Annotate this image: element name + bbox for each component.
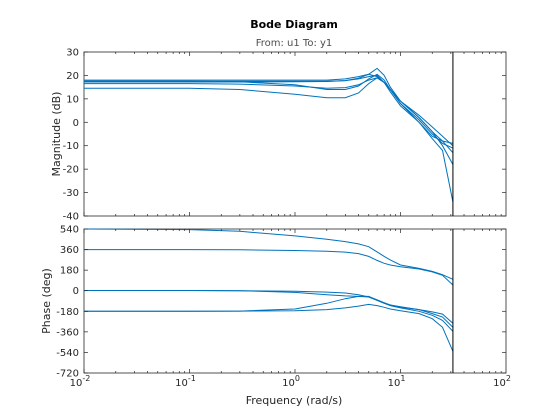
x-tick-exponent: -2 (82, 374, 90, 383)
magnitude-series-line (84, 77, 454, 144)
x-tick-label: 10-1 (175, 374, 196, 389)
phase-panel: -720 -540 -360 -180 0 180 360 540 Phase (deg) (40, 225, 507, 380)
phase-series-line (84, 303, 454, 352)
phase-axes-frame (83, 228, 507, 374)
magnitude-y-label: Magnitude (dB) (50, 92, 63, 177)
phase-curves (83, 228, 454, 352)
phase-y-tick-label: 0 (73, 286, 79, 297)
phase-series-line (84, 295, 454, 332)
magnitude-series-line (84, 73, 454, 202)
phase-y-ticks: -720 -540 -360 -180 0 180 360 540 (56, 225, 506, 380)
magnitude-y-tick-label: -40 (63, 212, 79, 223)
magnitude-axes-frame (83, 51, 507, 217)
x-tick-label: 102 (493, 374, 511, 389)
magnitude-y-tick-label: 20 (66, 71, 79, 82)
phase-y-tick-label: -720 (56, 369, 79, 380)
x-tick-label: 100 (282, 374, 300, 389)
magnitude-series-line (84, 73, 454, 165)
magnitude-y-tick-label: -10 (63, 141, 79, 152)
magnitude-y-tick-label: 0 (73, 118, 79, 129)
chart-title: Bode Diagram (250, 18, 338, 31)
phase-series-line (84, 249, 454, 286)
phase-y-tick-label: 540 (60, 225, 79, 236)
magnitude-curves (84, 67, 454, 202)
phase-y-label: Phase (deg) (40, 268, 53, 334)
chart-subtitle: From: u1 To: y1 (256, 38, 333, 49)
magnitude-y-tick-label: 10 (66, 94, 79, 105)
magnitude-x-ticks (83, 52, 502, 216)
magnitude-series-line (84, 67, 454, 147)
phase-y-tick-label: 180 (60, 266, 79, 277)
x-axis-label: Frequency (rad/s) (246, 394, 343, 407)
x-tick-exponent: 1 (400, 374, 405, 383)
phase-y-tick-label: 360 (60, 245, 79, 256)
x-tick-labels: 10-2 10-1 100 101 102 (70, 374, 511, 389)
magnitude-y-tick-label: -20 (63, 165, 79, 176)
magnitude-y-ticks: -40 -30 -20 -10 0 10 20 30 (63, 48, 506, 223)
magnitude-y-tick-label: -30 (63, 188, 79, 199)
x-tick-label: 10-2 (70, 374, 91, 389)
phase-x-ticks (83, 229, 502, 373)
phase-y-tick-label: -540 (56, 348, 79, 359)
phase-y-tick-label: -360 (56, 327, 79, 338)
phase-series-line (83, 228, 454, 280)
magnitude-series-line (84, 77, 454, 149)
magnitude-y-tick-label: 30 (66, 48, 79, 59)
x-tick-exponent: 2 (506, 374, 511, 383)
x-tick-label: 101 (388, 374, 406, 389)
x-tick-exponent: 0 (295, 374, 300, 383)
x-tick-exponent: -1 (188, 374, 196, 383)
magnitude-panel: -40 -30 -20 -10 0 10 20 30 Magnitude (dB) (50, 48, 507, 223)
phase-y-tick-label: -180 (56, 307, 79, 318)
